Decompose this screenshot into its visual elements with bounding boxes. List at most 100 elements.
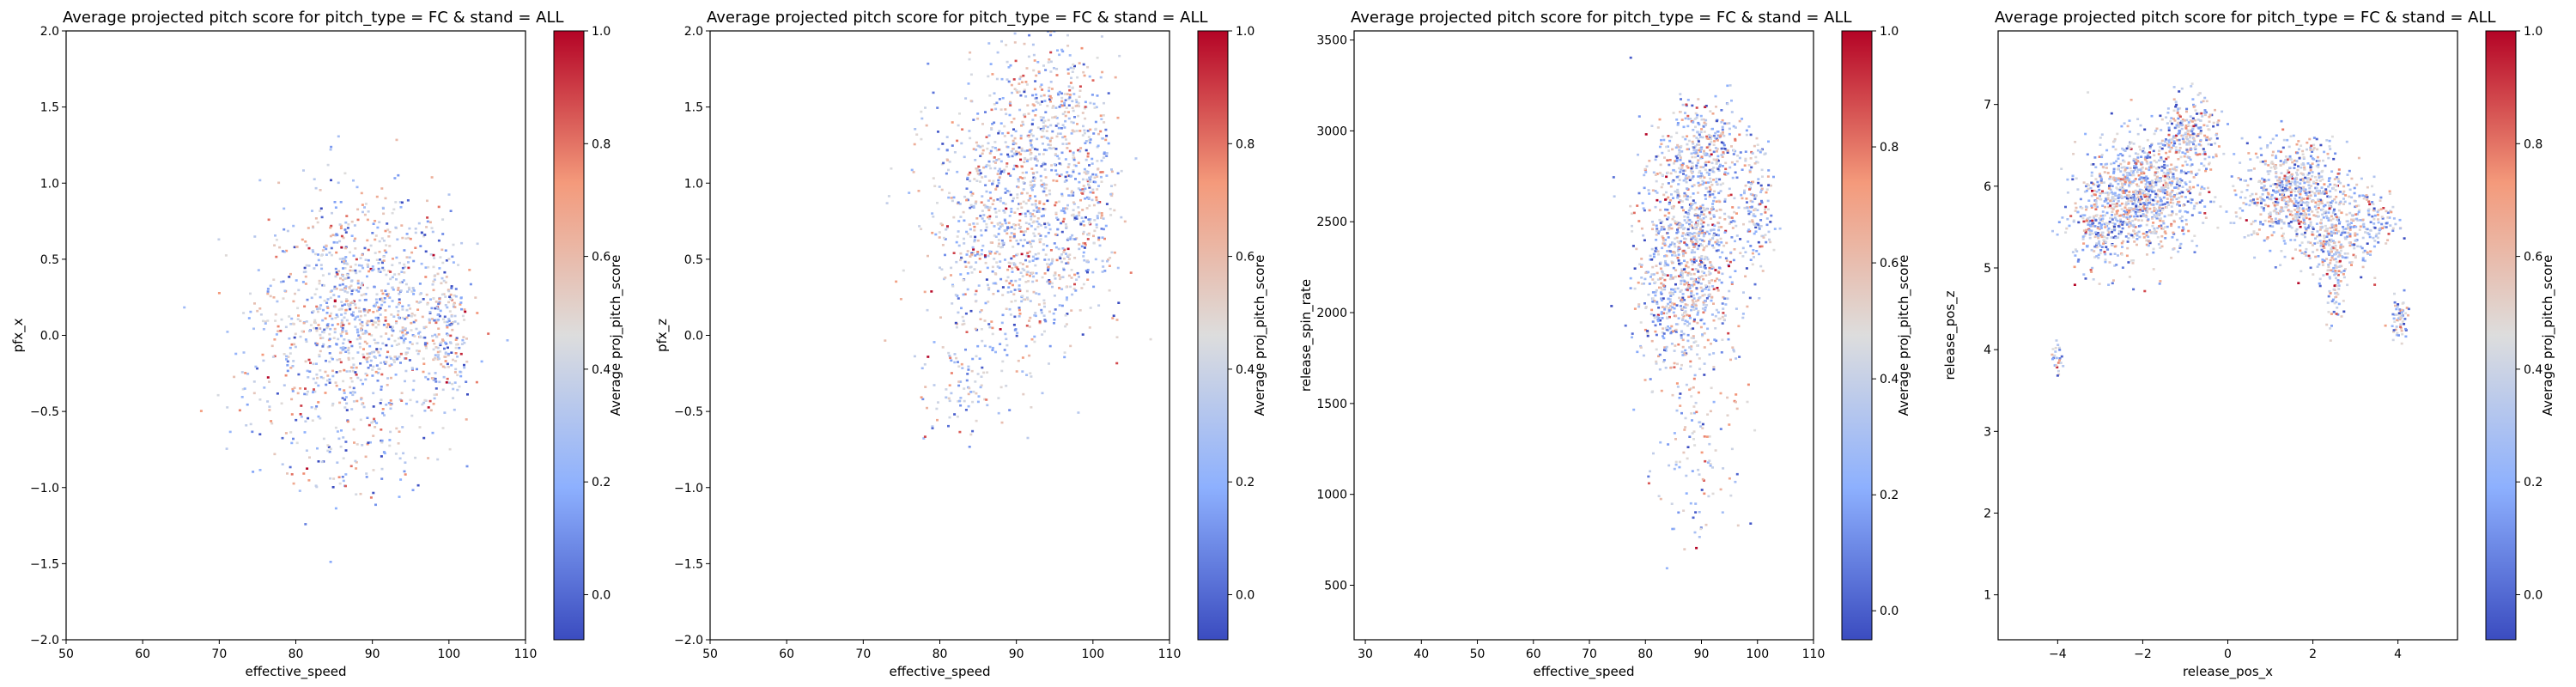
data-point [463,342,466,344]
data-point [312,225,314,228]
data-point [1676,122,1680,125]
data-point [945,388,948,391]
data-point [1714,131,1717,135]
data-point [1013,263,1017,266]
data-point [449,293,453,296]
data-point [354,459,357,463]
data-point [1003,229,1006,232]
data-point [1722,152,1725,155]
data-point [1680,337,1683,339]
data-point [326,374,330,377]
data-point [1002,202,1005,204]
data-point [978,258,981,260]
data-point [1063,351,1066,354]
data-point [321,283,325,287]
data-point [1700,219,1704,222]
data-point [1107,92,1110,94]
data-point [2185,222,2188,226]
data-point [336,430,339,433]
data-point [1655,248,1658,252]
data-point [959,258,962,262]
data-point [1040,94,1043,98]
data-point [969,204,973,207]
data-point [970,205,974,208]
data-point [1691,260,1694,263]
data-point [454,352,458,355]
data-point [425,226,428,228]
data-point [319,295,322,299]
data-point [974,327,977,331]
data-point [383,301,386,304]
data-point [2136,118,2140,120]
data-point [1754,224,1758,227]
data-point [1717,271,1721,274]
data-point [984,204,987,208]
data-point [1704,284,1708,287]
data-point [1024,344,1028,348]
data-point [307,479,311,482]
data-point [319,416,322,420]
data-point [387,305,391,308]
data-point [367,367,370,369]
data-point [345,370,349,373]
data-point [1691,419,1693,422]
data-point [308,456,311,459]
data-point [1712,150,1716,154]
data-point [1662,237,1665,240]
data-point [354,325,357,328]
data-point [1027,255,1030,258]
data-point [1686,232,1690,234]
data-point [997,169,1000,173]
data-point [1022,298,1025,301]
data-point [1075,100,1078,104]
data-point [437,205,440,209]
data-point [1049,60,1053,64]
data-point [431,230,434,234]
data-point [1006,276,1010,279]
data-point [1012,118,1016,120]
data-point [1693,155,1697,159]
data-point [1699,526,1703,529]
data-point [1033,88,1036,91]
data-point [289,465,292,469]
data-point [444,341,447,344]
colorbar-tick-label: 1.0 [1236,25,1255,39]
data-point [266,292,270,295]
data-point [1084,216,1087,219]
data-point [1707,242,1710,246]
data-point [2142,192,2145,195]
data-point [358,346,361,349]
data-point [342,342,345,345]
data-point [993,92,996,94]
data-point [1761,175,1764,178]
data-point [1101,259,1104,263]
data-point [1656,192,1659,194]
colorbar-tick-label: 0.8 [592,137,611,151]
data-point [995,149,999,152]
data-point [1042,243,1046,246]
data-point [1686,446,1690,448]
data-point [1724,161,1728,165]
data-point [405,308,409,312]
data-point [1024,281,1028,283]
data-point [1704,168,1707,172]
data-point [1077,101,1080,105]
data-point [1693,208,1697,211]
data-point [1036,257,1040,260]
data-point [420,262,423,265]
data-point [1053,67,1055,70]
data-point [1709,136,1711,138]
data-point [293,336,296,339]
data-point [401,236,404,240]
data-point [1731,176,1735,179]
data-point [1661,246,1664,250]
data-point [1096,215,1099,217]
data-point [256,309,259,313]
data-point [1054,125,1058,127]
data-point [1675,175,1679,179]
data-point [1094,180,1097,184]
data-point [1663,308,1667,311]
data-point [1054,169,1058,172]
data-point [346,291,349,294]
data-point [1072,170,1075,173]
